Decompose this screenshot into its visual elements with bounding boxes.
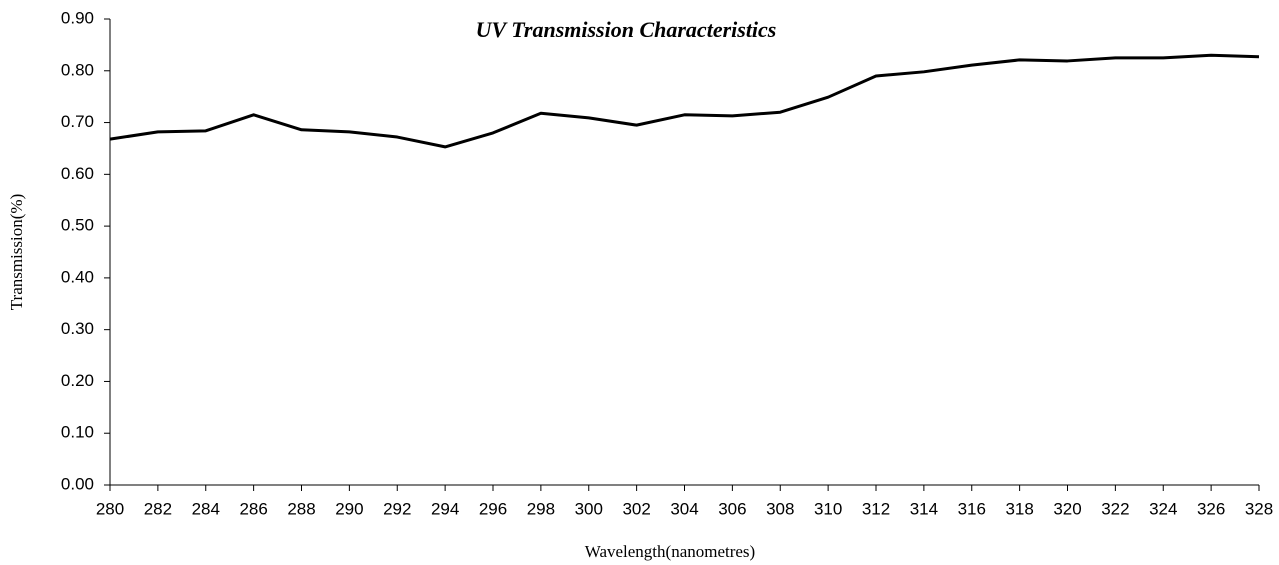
data-line (109, 53, 1260, 149)
y-tick-label: 0.00 (61, 474, 94, 493)
x-tick-label: 280 (96, 499, 124, 518)
x-tick-label: 286 (239, 499, 267, 518)
x-tick-label: 298 (527, 499, 555, 518)
x-tick-label: 312 (862, 499, 890, 518)
x-tick-label: 318 (1005, 499, 1033, 518)
x-tick-label: 324 (1149, 499, 1177, 518)
x-tick-label: 314 (910, 499, 938, 518)
y-tick-label: 0.40 (61, 267, 94, 286)
x-tick-label: 326 (1197, 499, 1225, 518)
x-tick-label: 294 (431, 499, 459, 518)
x-tick-label: 310 (814, 499, 842, 518)
x-tick-label: 288 (287, 499, 315, 518)
x-tick-label: 304 (670, 499, 698, 518)
x-tick-label: 306 (718, 499, 746, 518)
y-tick-label: 0.50 (61, 216, 94, 235)
x-axis-label: Wavelength(nanometres) (585, 542, 755, 561)
y-tick-label: 0.60 (61, 164, 94, 183)
x-tick-label: 284 (192, 499, 220, 518)
x-tick-label: 296 (479, 499, 507, 518)
x-tick-label: 320 (1053, 499, 1081, 518)
x-tick-label: 322 (1101, 499, 1129, 518)
x-tick-label: 300 (575, 499, 603, 518)
y-tick-label: 0.20 (61, 371, 94, 390)
x-tick-label: 316 (958, 499, 986, 518)
y-tick-label: 0.70 (61, 112, 94, 131)
x-tick-label: 290 (335, 499, 363, 518)
y-tick-label: 0.90 (61, 8, 94, 27)
x-tick-label: 308 (766, 499, 794, 518)
x-tick-label: 282 (144, 499, 172, 518)
chart-title: UV Transmission Characteristics (476, 17, 777, 42)
y-tick-label: 0.30 (61, 319, 94, 338)
x-tick-label: 328 (1245, 499, 1273, 518)
x-tick-label: 302 (622, 499, 650, 518)
y-tick-label: 0.10 (61, 423, 94, 442)
y-axis-label: Transmission(%) (7, 194, 26, 311)
y-tick-label: 0.80 (61, 60, 94, 79)
x-tick-label: 292 (383, 499, 411, 518)
